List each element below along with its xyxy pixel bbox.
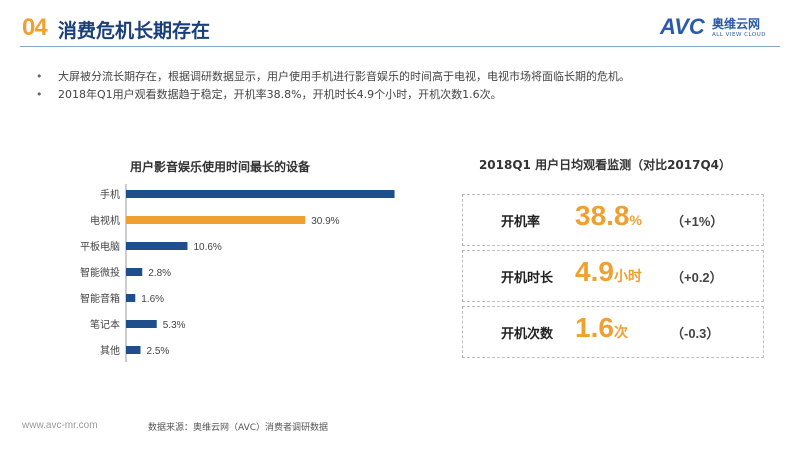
bullet-item: 大屏被分流长期存在，根据调研数据显示，用户使用手机进行影音娱乐的时间高于电视，电… [36, 68, 630, 86]
logo-name-cn: 奥维云网 [712, 17, 761, 31]
bullet-item: 2018年Q1用户观看数据趋于稳定，开机率38.8%，开机时长4.9个小时，开机… [36, 86, 630, 104]
value-label: 10.6% [193, 242, 221, 253]
card-unit: % [629, 212, 642, 228]
category-label: 平板电脑 [80, 240, 120, 253]
panel-title: 2018Q1 用户日均观看监测（对比2017Q4） [478, 158, 732, 172]
value-label: 2.8% [148, 268, 171, 279]
category-label: 手机 [100, 188, 120, 201]
card-change: （+0.2） [671, 270, 723, 285]
category-label: 电视机 [90, 214, 120, 227]
card-change: （-0.3） [671, 326, 720, 341]
bar [126, 190, 395, 198]
card-label: 开机时长 [501, 271, 554, 286]
card-unit: 次 [613, 324, 628, 340]
value-label: 5.3% [163, 320, 186, 331]
card-unit: 小时 [613, 268, 642, 284]
page-title: 消费危机长期存在 [58, 20, 211, 42]
value-label: 1.6% [141, 294, 164, 305]
category-label: 智能微投 [80, 266, 120, 279]
stat-card-power-on-duration: 开机时长 4.9小时 （+0.2） [462, 250, 764, 302]
card-label: 开机次数 [501, 327, 554, 342]
category-label: 智能音箱 [80, 292, 120, 305]
logo-mark: AVC [660, 14, 705, 39]
stat-card-power-on-count: 开机次数 1.6次 （-0.3） [462, 306, 764, 358]
bar [126, 294, 136, 302]
category-label: 笔记本 [90, 318, 120, 331]
card-change: （+1%） [671, 214, 724, 229]
logo-name-en: ALL VIEW CLOUD [712, 32, 766, 38]
category-label: 其他 [100, 344, 120, 357]
bar [126, 320, 157, 328]
card-value: 1.6次 [575, 312, 628, 343]
card-value: 38.8% [575, 200, 642, 231]
card-label: 开机率 [501, 215, 541, 230]
bar [126, 242, 188, 250]
header-divider [20, 46, 780, 47]
footer-url: www.avc-mr.com [22, 420, 98, 431]
section-number: 04 [22, 14, 48, 41]
value-label: 30.9% [311, 216, 339, 227]
bar [126, 346, 141, 354]
bar [126, 216, 306, 224]
avc-logo: AVC 奥维云网 ALL VIEW CLOUD [660, 14, 780, 44]
card-value: 4.9小时 [575, 256, 642, 287]
stat-card-power-on-rate: 开机率 38.8% （+1%） [462, 194, 764, 246]
value-label: 2.5% [147, 346, 170, 357]
footer-source: 数据来源：奥维云网（AVC）消费者调研数据 [148, 423, 329, 433]
bar [126, 268, 143, 276]
device-usage-bar-chart: 手机46.3%电视机30.9%平板电脑10.6%智能微投2.8%智能音箱1.6%… [80, 184, 395, 362]
bullet-list: 大屏被分流长期存在，根据调研数据显示，用户使用手机进行影音娱乐的时间高于电视，电… [36, 68, 630, 104]
chart-title: 用户影音娱乐使用时间最长的设备 [129, 160, 310, 174]
